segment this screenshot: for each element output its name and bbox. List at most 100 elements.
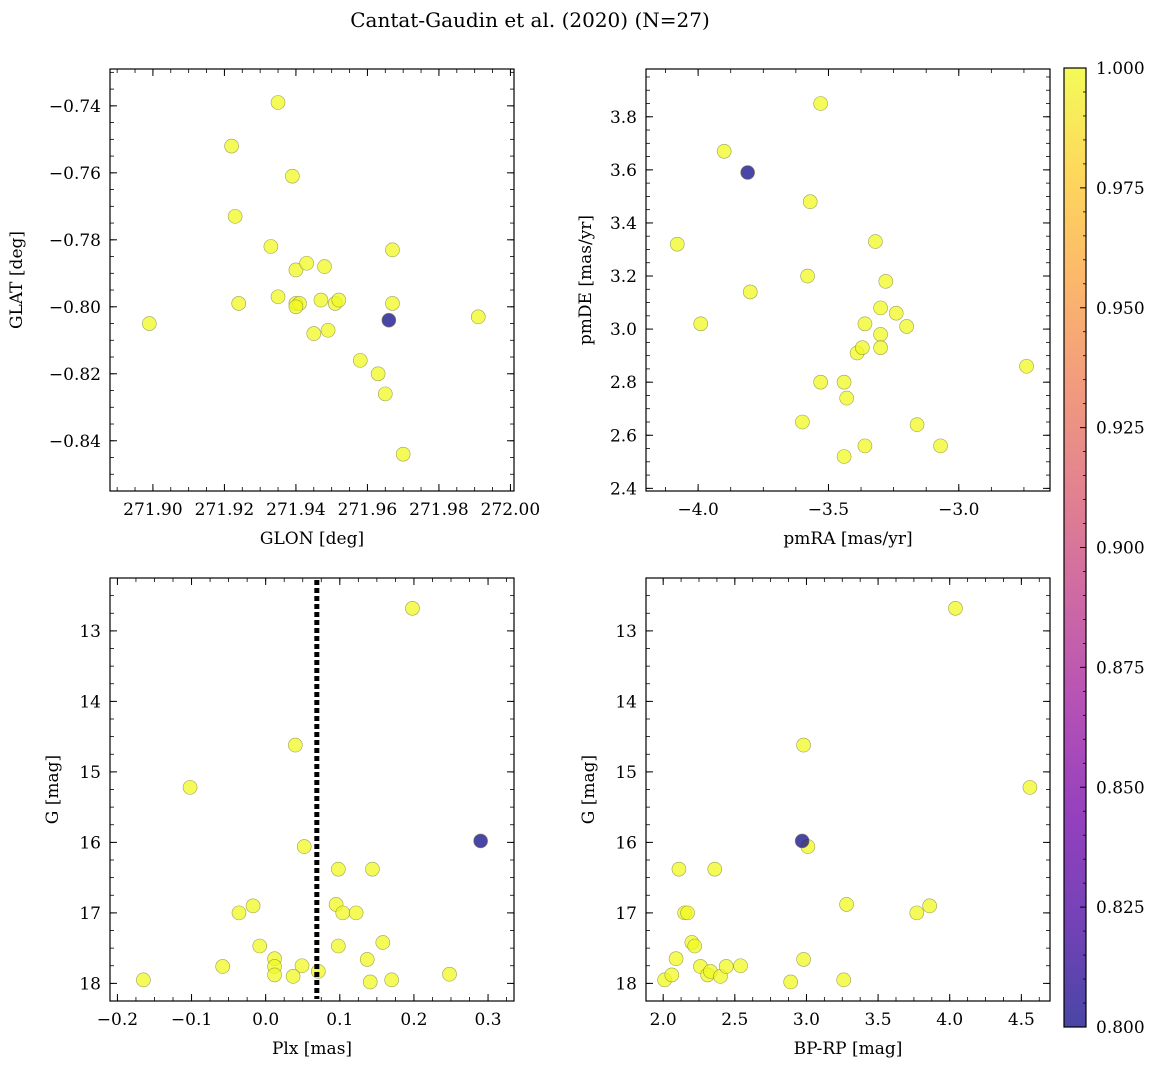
x-tick-label: −3.0 [938,500,979,520]
data-point [742,284,758,300]
data-point [664,967,680,983]
panel-color-magnitude: 2.0 2.5 3.0 3.5 4.0 4.5 13 14 15 16 17 18 BP-RP [mag… [579,577,1051,1059]
colorbar: 0.800 0.825 0.850 0.875 0.900 0.925 0.950 0.975… [1063,59,1145,1038]
data-point [231,905,247,921]
data-point [313,292,329,308]
ticks-pm: −4.0 −3.5 −3.0 2.4 2.6 2.8 3.0 3.2 3.4 3.6 3.8 [610,69,1050,520]
ticks-sky: 271.90 271.92 271.94 271.96 271.98 272.00 −0.7… [49,69,540,520]
x-tick-label: 0.0 [252,1010,279,1030]
data-point [231,296,247,311]
data-point [270,95,286,110]
x-tick-label: 2.0 [650,1010,677,1030]
points-sky [142,95,486,462]
data-point [288,262,304,278]
data-point [288,737,303,753]
y-tick-label: 3.2 [610,267,637,287]
data-point [331,938,346,954]
y-tick-label: 18 [79,974,101,994]
y-tick-label: −0.78 [49,231,101,251]
data-point [136,972,151,988]
figure-title: Cantat-Gaudin et al. (2020) (N=27) [350,8,710,32]
colorbar-tick-label: 0.925 [1096,419,1145,439]
data-point [263,239,279,254]
data-point [909,417,925,432]
data-point [795,414,810,430]
data-point [365,861,380,877]
data-point [669,236,685,252]
data-point [693,316,709,332]
data-point [922,898,937,914]
data-point [909,905,925,921]
y-tick-label: −0.82 [49,365,101,385]
x-tick-label: 0.1 [326,1010,353,1030]
data-point [868,234,883,249]
data-point [299,255,314,271]
data-point [331,861,346,877]
colorbar-tick-label: 0.975 [1096,179,1145,199]
data-point [352,353,368,368]
axes-frame [645,577,1051,1002]
y-axis-label: G [mag] [43,755,63,824]
data-point [245,898,261,914]
panel-parallax-magnitude: −0.2 −0.1 0.0 0.1 0.2 0.3 13 14 15 16 17 18 Plx [mas… [43,577,515,1059]
x-tick-label: 271.98 [409,500,468,520]
data-point [794,833,810,849]
panel-proper-motion: −4.0 −3.5 −3.0 2.4 2.6 2.8 3.0 3.2 3.4 3.6 3.8 pmRA… [576,68,1051,549]
colorbar-tick-label: 0.900 [1096,539,1145,559]
x-tick-label: −4.0 [677,500,718,520]
y-tick-label: 14 [79,692,101,712]
data-point [348,905,364,921]
data-point [716,143,732,159]
data-point [375,935,391,950]
data-point [331,292,347,308]
data-point [839,390,854,406]
x-tick-label: 3.0 [793,1010,820,1030]
x-tick-label: 4.0 [936,1010,963,1030]
x-tick-label: 0.3 [475,1010,502,1030]
data-point [270,289,286,305]
y-tick-label: 15 [79,763,101,783]
ticks-plx: −0.2 −0.1 0.0 0.1 0.2 0.3 13 14 15 16 17 18 [79,577,514,1030]
x-tick-label: −0.1 [171,1010,212,1030]
data-point [733,958,748,974]
x-axis-label: pmRA [mas/yr] [783,529,912,549]
x-tick-label: −0.2 [97,1010,138,1030]
x-axis-label: BP-RP [mag] [794,1039,903,1059]
axes-frame [645,68,1051,492]
x-tick-label: 271.94 [266,500,325,520]
colorbar-tick-label: 0.825 [1096,898,1145,918]
data-point [224,138,239,154]
y-tick-label: 3.0 [610,320,637,340]
axes-frame [109,577,515,1002]
data-point [227,209,243,224]
y-axis-label: G [mag] [579,755,599,824]
ticks-cmd: 2.0 2.5 3.0 3.5 4.0 4.5 13 14 15 16 17 18 [615,577,1050,1030]
data-point [873,327,888,342]
data-point [359,952,375,967]
data-point [899,319,914,334]
y-axis-label: pmDE [mas/yr] [576,215,596,345]
points-cmd [657,601,1038,990]
y-tick-label: 2.8 [610,373,637,393]
data-point [1022,780,1038,795]
data-point [182,780,198,795]
y-tick-label: 13 [79,622,101,642]
data-point [405,601,420,616]
colorbar-tick-label: 1.000 [1096,59,1145,79]
data-point [288,299,304,315]
data-point [296,839,312,854]
data-point [687,938,703,954]
data-point [252,938,268,954]
y-tick-label: 3.8 [610,108,637,128]
data-point [335,905,351,921]
x-tick-label: 271.90 [123,500,182,520]
data-point [873,340,888,355]
y-tick-label: 13 [615,622,637,642]
data-point [707,861,723,877]
data-point [142,316,157,331]
y-tick-label: 17 [615,904,637,924]
data-point [796,737,811,753]
data-point [740,165,755,180]
x-tick-label: 0.2 [400,1010,427,1030]
